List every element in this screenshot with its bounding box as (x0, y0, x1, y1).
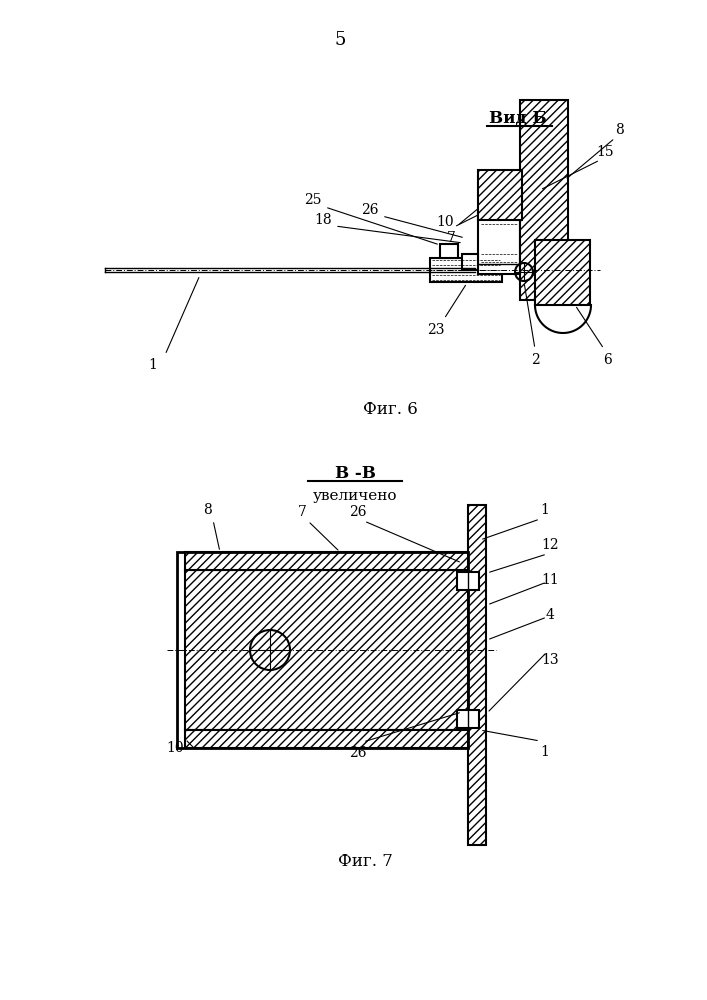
Bar (478, 212, 520, 274)
Text: 8: 8 (204, 503, 212, 517)
Text: 10: 10 (166, 741, 184, 755)
Text: 26: 26 (361, 203, 379, 217)
Text: 1: 1 (541, 503, 549, 517)
Bar (478, 170, 522, 220)
Bar (468, 505, 486, 845)
Text: 11: 11 (541, 573, 559, 587)
Bar (185, 730, 468, 748)
Text: 6: 6 (602, 353, 612, 367)
Text: увеличено: увеличено (312, 489, 397, 503)
Bar (520, 100, 568, 300)
Text: 7: 7 (298, 505, 306, 519)
Bar (177, 552, 468, 748)
Text: 4: 4 (546, 608, 554, 622)
Text: 8: 8 (616, 123, 624, 137)
Bar (457, 572, 479, 590)
Text: 7: 7 (447, 231, 455, 245)
Text: 26: 26 (349, 505, 367, 519)
Text: 13: 13 (541, 653, 559, 667)
Text: 1: 1 (541, 745, 549, 759)
Bar (535, 240, 590, 305)
Bar (440, 244, 458, 258)
Text: Фиг. 6: Фиг. 6 (363, 401, 417, 418)
Text: 12: 12 (541, 538, 559, 552)
Bar (185, 570, 468, 730)
Text: В -В: В -В (334, 464, 375, 482)
Bar (185, 552, 468, 570)
Text: 10: 10 (436, 215, 454, 229)
Text: 26: 26 (349, 746, 367, 760)
Bar (457, 710, 479, 728)
Bar (462, 254, 478, 270)
Text: 23: 23 (427, 323, 445, 337)
Text: 5: 5 (334, 31, 346, 49)
Text: Вид Б: Вид Б (489, 109, 547, 126)
Text: 25: 25 (304, 193, 322, 207)
Text: 15: 15 (596, 145, 614, 159)
Text: 2: 2 (531, 353, 539, 367)
Text: Фиг. 7: Фиг. 7 (337, 854, 392, 870)
Bar (430, 258, 502, 282)
Text: 1: 1 (148, 358, 158, 372)
Text: 18: 18 (314, 213, 332, 227)
